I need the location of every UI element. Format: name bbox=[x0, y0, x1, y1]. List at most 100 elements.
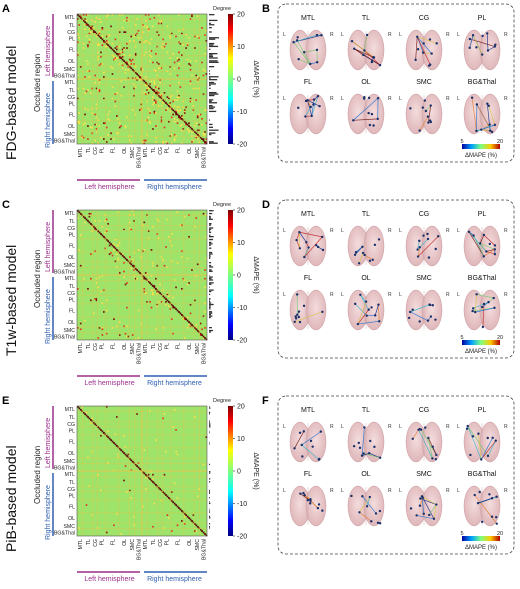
matrix-cell bbox=[79, 328, 82, 331]
brain-node bbox=[426, 237, 430, 241]
degree-bar bbox=[209, 406, 210, 408]
degree-bar bbox=[209, 312, 213, 314]
diagonal-cell bbox=[103, 236, 105, 238]
degree-bar bbox=[209, 129, 219, 131]
diagonal-cell bbox=[104, 41, 107, 44]
brain-edge bbox=[304, 236, 323, 258]
diagonal-cell bbox=[182, 511, 185, 514]
brain-node bbox=[378, 320, 381, 323]
matrix-cell bbox=[196, 79, 199, 81]
diagonal-cell bbox=[94, 423, 97, 426]
brain-R: R bbox=[388, 424, 392, 430]
matrix-cell bbox=[170, 133, 173, 136]
diagonal-cell bbox=[185, 122, 188, 125]
matrix-cell bbox=[87, 89, 89, 91]
degree-bar bbox=[209, 289, 214, 291]
matrix-cell bbox=[117, 53, 120, 55]
matrix-cell bbox=[79, 66, 82, 68]
matrix-cell bbox=[155, 86, 157, 88]
matrix-cell bbox=[168, 517, 170, 519]
brain-region-title: SMC bbox=[416, 275, 432, 282]
col-label: TL bbox=[86, 147, 92, 153]
brain-node bbox=[361, 251, 365, 255]
diagonal-cell bbox=[168, 497, 170, 499]
matrix-cell bbox=[77, 18, 79, 20]
matrix-cell bbox=[204, 311, 206, 313]
occluded-region-label: Occluded region bbox=[33, 250, 42, 308]
matrix-cell bbox=[131, 58, 134, 61]
brain-edge bbox=[410, 304, 430, 313]
matrix-cell bbox=[204, 327, 206, 329]
matrix-cell bbox=[105, 406, 108, 408]
matrix-cell bbox=[175, 110, 177, 113]
matrix-cell bbox=[118, 122, 121, 124]
matrix-cell bbox=[139, 79, 141, 81]
colorbar-tick-label: 20 bbox=[237, 208, 245, 215]
brain-node bbox=[370, 112, 374, 116]
degree-bar bbox=[209, 31, 212, 33]
matrix-cell bbox=[170, 260, 173, 263]
matrix-cell bbox=[189, 60, 192, 62]
degree-bar bbox=[209, 489, 210, 492]
matrix-cell bbox=[155, 112, 157, 114]
brain-node bbox=[431, 304, 434, 307]
brain-node bbox=[487, 104, 491, 108]
brain-L: L bbox=[457, 228, 460, 234]
matrix-cell bbox=[107, 118, 109, 120]
diagonal-cell bbox=[162, 99, 164, 101]
matrix-cell bbox=[146, 89, 148, 91]
matrix-cell bbox=[91, 132, 94, 135]
diagonal-cell bbox=[126, 63, 128, 65]
diagonal-cell bbox=[191, 128, 193, 130]
diagonal-cell bbox=[150, 479, 153, 482]
brain-node bbox=[297, 310, 301, 313]
matrix-cell bbox=[175, 429, 177, 431]
matrix-cell bbox=[110, 66, 112, 68]
brain-node bbox=[365, 33, 369, 37]
brain-R: R bbox=[388, 32, 392, 38]
matrix-cell bbox=[159, 94, 161, 97]
matrix-cell bbox=[126, 16, 128, 19]
diagonal-cell bbox=[104, 237, 107, 240]
matrix-cell bbox=[195, 60, 198, 62]
matrix-cell bbox=[160, 301, 163, 303]
matrix-cell bbox=[84, 122, 86, 124]
col-label: BG&Thal bbox=[201, 343, 207, 364]
diagonal-cell bbox=[92, 225, 95, 228]
diagonal-cell bbox=[147, 84, 150, 87]
matrix-cell bbox=[77, 32, 79, 35]
matrix-cell bbox=[107, 430, 109, 433]
brain-edge bbox=[293, 41, 311, 65]
brain-colorbar bbox=[462, 144, 500, 149]
matrix-cell bbox=[134, 77, 137, 80]
matrix-cell bbox=[105, 15, 108, 18]
matrix-cell bbox=[114, 93, 117, 96]
diagonal-cell bbox=[108, 437, 111, 440]
matrix-cell bbox=[98, 220, 101, 222]
matrix-cell bbox=[152, 293, 154, 296]
matrix-cell bbox=[101, 225, 104, 228]
matrix-cell bbox=[108, 244, 111, 247]
matrix-cell bbox=[172, 53, 174, 55]
brain-node bbox=[418, 246, 421, 249]
matrix-cell bbox=[118, 241, 121, 244]
matrix-cell bbox=[124, 332, 127, 335]
model-title: T1w-based model bbox=[3, 245, 19, 356]
matrix-cell bbox=[118, 334, 121, 336]
matrix-cell bbox=[97, 89, 99, 91]
matrix-cell bbox=[170, 116, 173, 119]
degree-bar bbox=[209, 60, 218, 62]
row-label: CG bbox=[67, 487, 75, 493]
col-label: SMC bbox=[195, 539, 201, 551]
degree-bar bbox=[209, 119, 210, 121]
brain-node bbox=[481, 34, 484, 38]
degree-bar bbox=[209, 308, 211, 310]
colorbar-tick-label: -20 bbox=[237, 534, 247, 541]
matrix-cell bbox=[156, 74, 159, 77]
matrix-cell bbox=[123, 19, 125, 22]
brain-region-title: FL bbox=[304, 79, 312, 86]
brain-node bbox=[318, 457, 321, 461]
brain-node bbox=[301, 455, 304, 458]
matrix-cell bbox=[186, 327, 189, 329]
matrix-cell bbox=[201, 118, 203, 120]
